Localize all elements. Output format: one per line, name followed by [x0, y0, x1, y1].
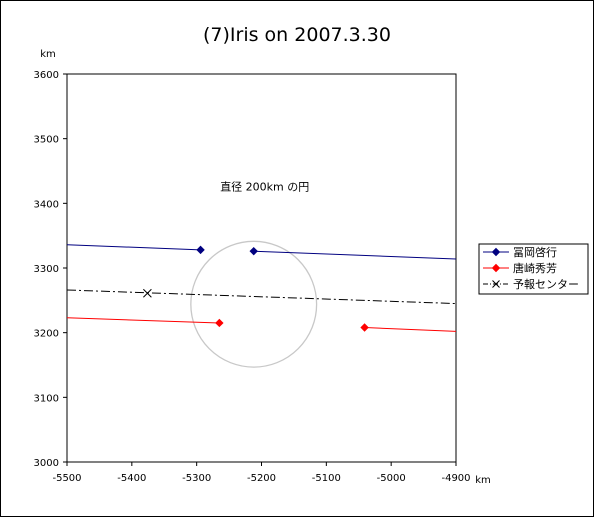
- y-tick-label-3: 3300: [34, 264, 59, 275]
- y-tick-label-5: 3500: [34, 135, 59, 146]
- y-tick-label-0: 3000: [34, 458, 59, 469]
- series-0-marker-1: [249, 246, 258, 256]
- legend-marker-2: [492, 280, 500, 288]
- x-tick-label-3: -5200: [247, 473, 276, 484]
- series-2-marker-0: [143, 288, 152, 298]
- x-axis-unit: km: [475, 475, 491, 486]
- y-tick-label-2: 3200: [34, 329, 59, 340]
- series-1-marker-1: [360, 323, 369, 332]
- legend-marker-0: [491, 247, 501, 257]
- series-1-line-1: [364, 326, 457, 332]
- x-tick-label-0: -5500: [52, 473, 81, 484]
- legend-label-0: 冨岡啓行: [513, 245, 557, 259]
- y-tick-label-1: 3100: [34, 393, 59, 404]
- series-0-line-1: [253, 250, 457, 260]
- series-0-line-0: [66, 244, 201, 251]
- diameter-circle: [190, 240, 318, 368]
- series-0-marker-0: [196, 245, 205, 255]
- chart-title: (7)Iris on 2007.3.30: [203, 24, 391, 46]
- x-tick-label-5: -5000: [377, 473, 406, 484]
- x-tick-label-2: -5300: [182, 473, 211, 484]
- legend-label-2: 予報センター: [513, 278, 579, 291]
- y-tick-label-4: 3400: [34, 199, 59, 210]
- legend-label-1: 唐崎秀芳: [513, 261, 557, 275]
- y-axis-unit: km: [40, 49, 56, 60]
- y-tick-label-6: 3600: [34, 70, 59, 81]
- legend-marker-1: [491, 263, 501, 273]
- series-1-line-0: [66, 317, 220, 324]
- x-tick-label-4: -5100: [312, 473, 341, 484]
- x-tick-label-1: -5400: [117, 473, 146, 484]
- series-1-marker-0: [215, 318, 224, 328]
- plot-area: [66, 73, 457, 463]
- series-2-line-0: [66, 289, 457, 305]
- annotation-0: 直径 200km の円: [220, 179, 309, 193]
- x-tick-label-6: -4900: [441, 473, 470, 484]
